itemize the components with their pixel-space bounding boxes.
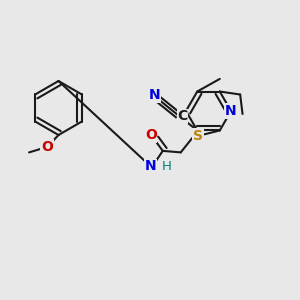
Text: O: O — [145, 128, 157, 142]
Text: N: N — [225, 104, 237, 118]
Text: H: H — [161, 160, 171, 173]
Text: S: S — [193, 129, 203, 143]
Text: O: O — [41, 140, 53, 154]
Text: N: N — [148, 88, 160, 102]
Text: C: C — [177, 110, 188, 123]
Text: N: N — [145, 160, 157, 173]
